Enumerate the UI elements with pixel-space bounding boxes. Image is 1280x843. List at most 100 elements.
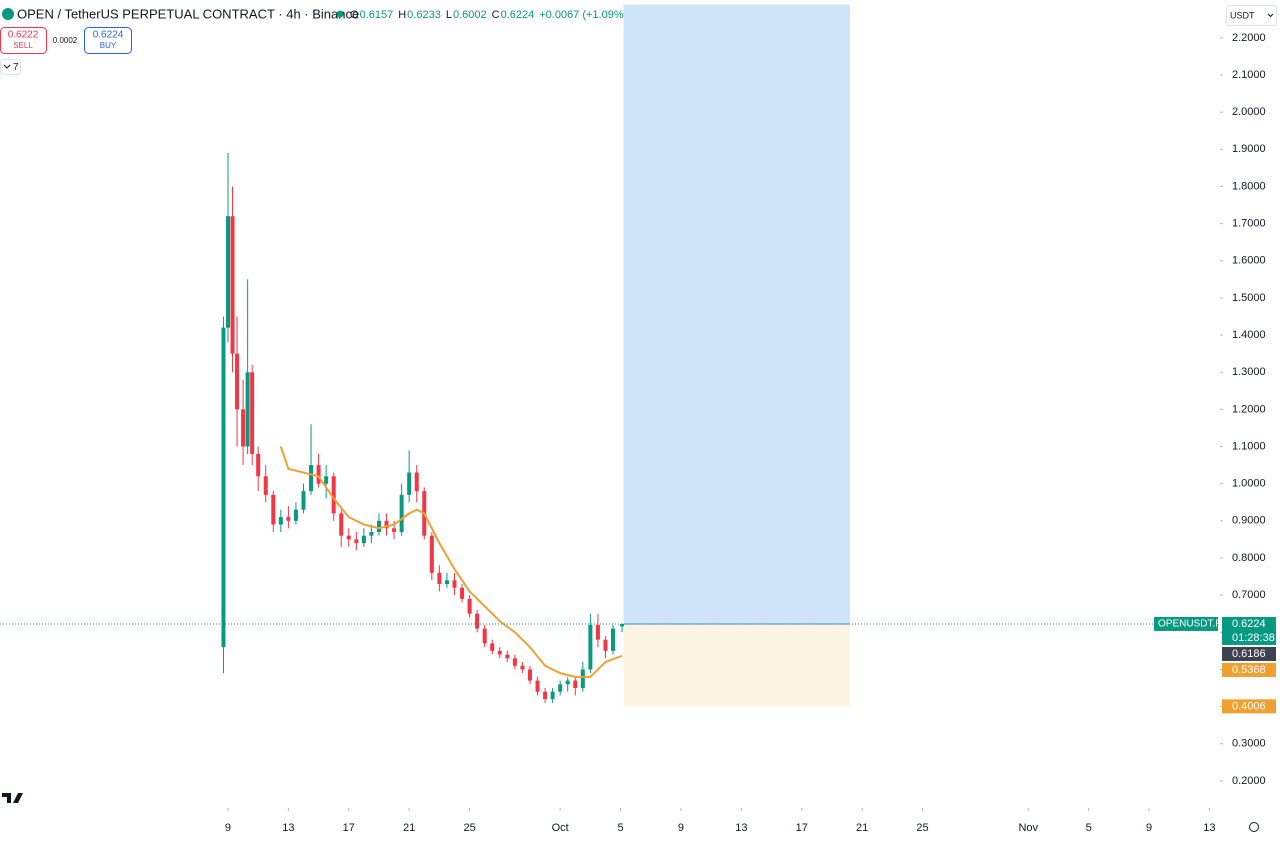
x-tick-label: 13 xyxy=(282,822,294,834)
x-tick-label: 13 xyxy=(735,822,747,834)
ohlc-key: L xyxy=(446,9,452,21)
price-badge xyxy=(1222,699,1276,714)
x-tick-label: 5 xyxy=(1086,822,1092,834)
chevron xyxy=(3,64,11,69)
candle-body xyxy=(497,650,502,655)
sell-price: 0.6222 xyxy=(8,30,39,41)
candle-body xyxy=(414,472,419,492)
x-tick-label: 9 xyxy=(678,822,684,834)
candle-body xyxy=(527,669,532,681)
ohlc-change: +0.0067 (+1.09%) xyxy=(539,9,627,21)
candle-body xyxy=(384,520,389,529)
symbol-badge: OPENUSDT.P xyxy=(1158,619,1222,630)
x-tick-label: 17 xyxy=(796,822,808,834)
indicators-toggle[interactable] xyxy=(0,59,21,75)
price-badge xyxy=(1222,662,1276,677)
x-tick-label: Oct xyxy=(552,822,569,834)
plot xyxy=(221,4,851,707)
y-tick-label: 2.0000 xyxy=(1232,106,1266,118)
x-tick-label: 9 xyxy=(225,822,231,834)
y-tick-label: 1.6000 xyxy=(1232,255,1266,267)
candle-body xyxy=(603,639,608,651)
y-tick-label: 1.7000 xyxy=(1232,218,1266,230)
x-tick-label: Nov xyxy=(1018,822,1038,834)
currency: USDT xyxy=(1230,10,1255,20)
candle-body xyxy=(331,476,336,514)
candle-body xyxy=(543,691,548,700)
y-tick-label: 2.2000 xyxy=(1232,32,1266,44)
candle-body xyxy=(550,691,555,700)
candle-body xyxy=(482,628,487,644)
logo xyxy=(2,793,23,803)
candle-body xyxy=(580,669,585,689)
candle-body xyxy=(286,517,291,521)
candle-body xyxy=(467,598,472,614)
ohlc-key: C xyxy=(492,9,500,21)
candle-body xyxy=(293,509,298,521)
candle-body xyxy=(460,587,465,599)
candle-body xyxy=(505,654,510,659)
candle-body xyxy=(520,665,525,670)
candle-body xyxy=(271,494,276,525)
candle-body xyxy=(301,491,306,510)
y-tick-label: 1.0000 xyxy=(1232,478,1266,490)
candle-body xyxy=(316,465,321,484)
candle-body xyxy=(263,476,268,495)
spread: 0.0002 xyxy=(53,36,78,45)
sell-button[interactable] xyxy=(0,27,47,54)
symbol-title: OPEN / TetherUS PERPETUAL CONTRACT · 4h … xyxy=(17,6,359,21)
ohlc-value: 0.6002 xyxy=(453,9,487,21)
price-badge-value: 0.6186 xyxy=(1232,648,1266,660)
price-badge-value: 0.5368 xyxy=(1232,664,1266,676)
candle-body xyxy=(339,513,344,536)
price-badge xyxy=(1222,616,1276,645)
x-tick-label: 25 xyxy=(463,822,475,834)
x-tick-label: 9 xyxy=(1146,822,1152,834)
x-tick-label: 5 xyxy=(618,822,624,834)
candle-body xyxy=(535,680,540,692)
x-tick-label: 21 xyxy=(403,822,415,834)
y-tick-label: 1.2000 xyxy=(1232,403,1266,415)
candle-body xyxy=(399,494,404,532)
candle-body xyxy=(588,624,593,670)
candle-body xyxy=(324,476,329,484)
candle-body xyxy=(407,472,412,495)
candle-body xyxy=(595,624,600,640)
candle-body xyxy=(573,680,578,689)
status-dot xyxy=(336,10,344,18)
candle-body xyxy=(309,465,314,492)
y-tick-label: 0.2000 xyxy=(1232,775,1266,787)
x-tick-label: 25 xyxy=(916,822,928,834)
candle-body xyxy=(558,684,563,692)
price-badge-value: 0.6224 xyxy=(1232,618,1266,630)
candle-body xyxy=(437,572,442,584)
target-zone xyxy=(623,4,851,624)
ohlc-value: 0.6157 xyxy=(360,9,394,21)
candle-body xyxy=(278,517,283,525)
ohlc-value: 0.6233 xyxy=(407,9,441,21)
y-tick-label: 1.4000 xyxy=(1232,329,1266,341)
candle-body xyxy=(230,216,235,354)
ohlc-value: 0.6224 xyxy=(501,9,535,21)
buy-button[interactable] xyxy=(84,27,132,54)
x-tick-label: 13 xyxy=(1203,822,1215,834)
y-tick-label: 0.8000 xyxy=(1232,552,1266,564)
candle-body xyxy=(241,409,246,447)
symbol-icon xyxy=(2,8,14,20)
currency-select[interactable] xyxy=(1226,5,1277,26)
price-badge xyxy=(1222,646,1276,661)
y-tick-label: 1.3000 xyxy=(1232,366,1266,378)
candle-body xyxy=(620,623,625,627)
candle-body xyxy=(452,580,457,588)
candle-body xyxy=(354,539,359,544)
price-badge-timer: 01:28:38 xyxy=(1232,632,1275,644)
price-badge-value: 0.4006 xyxy=(1232,700,1266,712)
settings-icon[interactable] xyxy=(1249,822,1259,832)
candle-body xyxy=(565,680,570,685)
y-tick-label: 0.3000 xyxy=(1232,738,1266,750)
candle-body xyxy=(444,580,449,584)
candle-body xyxy=(250,372,255,454)
y-tick-label: 1.9000 xyxy=(1232,143,1266,155)
y-tick-label: 1.8000 xyxy=(1232,180,1266,192)
